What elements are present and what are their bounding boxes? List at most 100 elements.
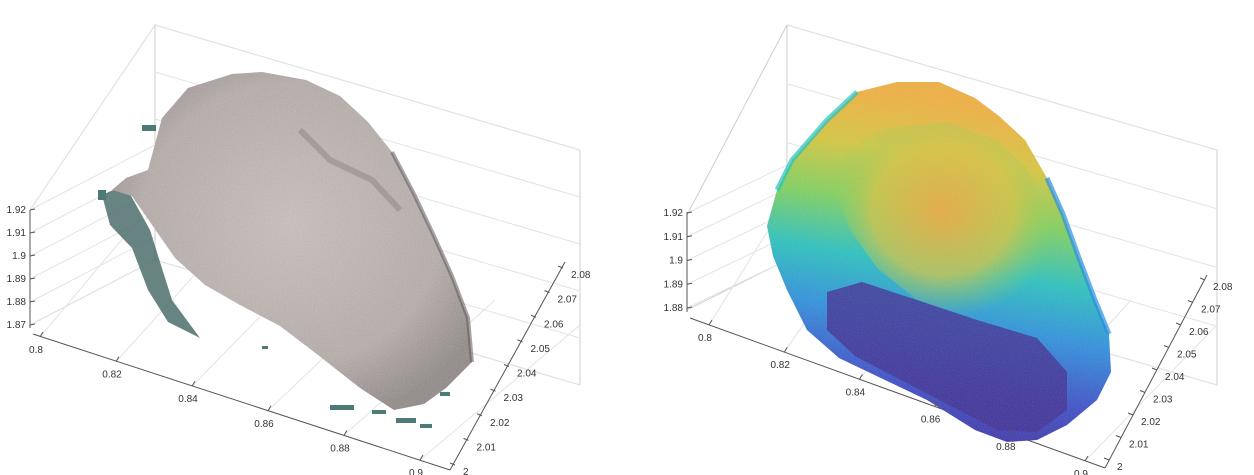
left-y-tick-label: 2.03 xyxy=(504,393,524,404)
right-y-tick-label: 2 xyxy=(1117,462,1123,473)
right-y-tick xyxy=(1187,300,1194,303)
left-y-tick-label: 2.06 xyxy=(544,319,564,330)
right-z-tick-label: 1.88 xyxy=(664,303,684,314)
right-z-grid-line xyxy=(686,164,788,214)
right-tick-labels: 1.88 1.89 1.9 1.91 1.92 0.8 0.82 0.84 0.86 0.88 0.… xyxy=(664,208,1233,475)
left-y-tick xyxy=(449,462,456,466)
right-x-grid-line xyxy=(1084,324,1218,462)
right-y-tick xyxy=(1151,367,1158,371)
left-y-tick-label: 2.07 xyxy=(558,295,578,306)
right-z-tick xyxy=(686,282,693,285)
left-cloud-ridge xyxy=(297,127,403,213)
right-y-tick xyxy=(1163,345,1170,348)
right-x-tick xyxy=(1009,428,1014,435)
right-x-tick-label: 0.82 xyxy=(770,360,790,371)
right-axis-lines xyxy=(686,212,1208,469)
right-z-tick xyxy=(686,259,693,261)
right-x-tick-label: 0.88 xyxy=(996,442,1016,453)
right-z-tick-label: 1.91 xyxy=(664,232,684,243)
right-z-grid-line xyxy=(686,188,788,238)
left-z-tick xyxy=(29,277,36,280)
right-z-tick-label: 1.9 xyxy=(669,256,683,267)
right-z-grid-line xyxy=(686,259,788,309)
left-x-tick-label: 0.86 xyxy=(254,419,274,430)
right-point-cloud-plot: 1.88 1.89 1.9 1.91 1.92 0.8 0.82 0.84 0.86 0.88 0.… xyxy=(664,24,1233,475)
right-x-tick-label: 0.9 xyxy=(1074,469,1088,475)
right-z-tick xyxy=(686,211,693,214)
right-x-tick xyxy=(1084,455,1089,462)
right-x-tick-label: 0.8 xyxy=(698,333,712,344)
right-cloud-left-rim xyxy=(774,90,859,192)
right-y-tick-label: 2.03 xyxy=(1153,395,1173,406)
right-cloud-right-rim xyxy=(1044,176,1112,335)
left-y-tick-label: 2.04 xyxy=(517,369,537,380)
right-y-tick xyxy=(1199,277,1206,281)
right-z-tick xyxy=(686,235,693,238)
left-y-tick-label: 2.02 xyxy=(490,418,510,429)
left-z-tick-label: 1.92 xyxy=(7,205,27,216)
right-y-tick xyxy=(1115,435,1122,438)
left-z-tick-label: 1.88 xyxy=(7,297,27,308)
right-x-tick xyxy=(783,346,788,353)
left-y-tick-label: 2 xyxy=(463,467,469,475)
left-z-tick xyxy=(29,208,36,211)
left-z-tick-label: 1.89 xyxy=(7,274,27,285)
right-y-tick-label: 2.07 xyxy=(1201,305,1221,316)
left-y-tick xyxy=(544,290,550,294)
left-cloud-right-edge xyxy=(390,151,474,363)
left-y-tick-label: 2.05 xyxy=(531,344,551,355)
left-z-tick-label: 1.9 xyxy=(12,251,26,262)
right-y-tick xyxy=(1139,390,1146,393)
left-x-tick xyxy=(115,356,120,362)
left-z-tick xyxy=(29,231,36,234)
right-y-tick-label: 2.04 xyxy=(1165,372,1185,383)
left-tick-labels: 1.87 1.88 1.89 1.9 1.91 1.92 0.8 0.82 0.84 0.86 0.… xyxy=(7,205,591,475)
right-x-tick-label: 0.84 xyxy=(846,387,866,398)
left-x-tick-label: 0.84 xyxy=(178,394,198,405)
right-y-tick-label: 2.01 xyxy=(1129,440,1149,451)
left-y-tick xyxy=(503,364,510,367)
left-x-tick-label: 0.9 xyxy=(409,468,423,475)
left-y-tick xyxy=(530,314,537,318)
left-x-tick xyxy=(419,454,424,461)
right-x-tick xyxy=(708,319,713,326)
left-y-tick-label: 2.01 xyxy=(477,442,497,453)
right-y-tick xyxy=(1103,457,1110,461)
left-z-grid-line xyxy=(29,144,156,211)
left-x-tick-label: 0.82 xyxy=(102,370,122,381)
left-y-tick xyxy=(476,413,483,417)
right-point-cloud xyxy=(767,82,1112,442)
left-x-tick xyxy=(267,405,272,412)
right-y-tick-label: 2.05 xyxy=(1177,350,1197,361)
left-z-grid-line xyxy=(29,259,156,326)
left-cloud-dark-edge xyxy=(102,185,200,338)
left-x-tick xyxy=(39,331,44,338)
left-y-tick xyxy=(557,265,564,269)
right-x-tick-label: 0.86 xyxy=(921,415,941,426)
right-y-tick xyxy=(1175,322,1182,326)
right-back-wall-grid-line xyxy=(786,24,1218,151)
left-z-tick xyxy=(29,323,36,326)
left-cloud-stray-points xyxy=(98,125,450,428)
left-y-tick xyxy=(517,339,523,343)
right-z-grid-line xyxy=(686,235,788,285)
left-x-tick xyxy=(343,430,348,436)
left-back-wall-grid-line xyxy=(154,24,581,151)
left-z-tick xyxy=(29,254,36,257)
left-x-tick-label: 0.8 xyxy=(29,345,43,356)
left-x-tick xyxy=(191,380,196,387)
left-x-grid-line xyxy=(419,324,581,461)
left-y-tick xyxy=(463,437,469,441)
right-x-tick xyxy=(858,374,863,380)
left-point-cloud xyxy=(98,72,474,428)
left-z-tick-label: 1.91 xyxy=(7,228,27,239)
right-z-tick xyxy=(686,306,693,309)
right-z-tick-label: 1.89 xyxy=(664,279,684,290)
right-z-tick-label: 1.92 xyxy=(664,208,684,219)
left-z-tick xyxy=(29,300,36,303)
right-y-tick-label: 2.02 xyxy=(1141,417,1161,428)
left-point-cloud-plot: 1.87 1.88 1.89 1.9 1.91 1.92 0.8 0.82 0.84 0.86 0.… xyxy=(7,23,591,475)
left-y-tick-label: 2.08 xyxy=(571,270,591,281)
right-x-tick xyxy=(934,401,939,407)
left-z-tick-label: 1.87 xyxy=(7,320,27,331)
